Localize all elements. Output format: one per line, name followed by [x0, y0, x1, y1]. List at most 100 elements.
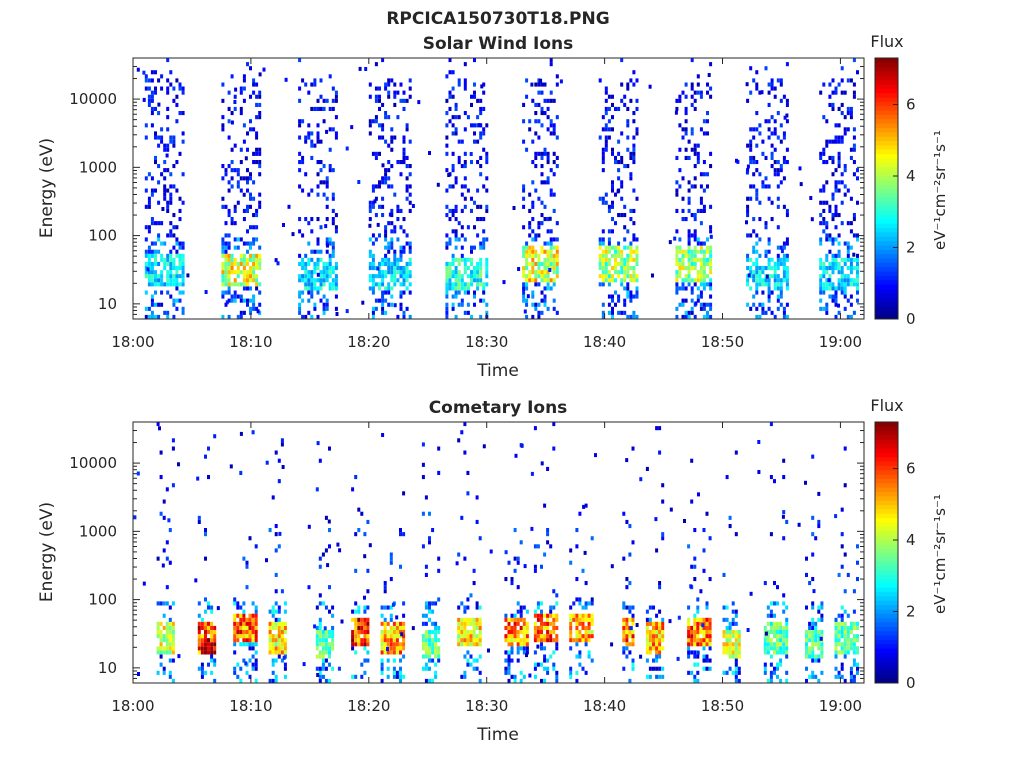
spectrogram-cell: [693, 674, 697, 679]
spectrogram-cell: [445, 168, 449, 173]
spectrogram-cell: [620, 278, 624, 283]
spectrogram-cell: [625, 458, 629, 463]
spectrogram-cell: [652, 642, 655, 647]
spectrogram-cell: [454, 245, 458, 250]
spectrogram-cell: [782, 131, 786, 136]
colorbar-swatch: [875, 613, 898, 619]
spectrogram-cell: [516, 634, 520, 639]
spectrogram-cell: [620, 160, 624, 165]
spectrogram-cell: [331, 221, 335, 226]
spectrogram-cell: [221, 241, 225, 246]
spectrogram-cell: [476, 204, 480, 209]
spectrogram-cell: [328, 270, 332, 275]
panel-solar-wind: Solar Wind Ions 18:00 18:10 18:20 18:30 18:4…: [37, 32, 949, 381]
spectrogram-cell: [779, 678, 783, 683]
spectrogram-cell: [378, 86, 381, 91]
spectrogram-cell: [776, 184, 780, 189]
spectrogram-cell: [658, 630, 662, 635]
spectrogram-cell: [451, 164, 455, 169]
spectrogram-cell: [808, 621, 812, 626]
spectrogram-cell: [245, 585, 249, 590]
spectrogram-cell: [313, 302, 317, 307]
spectrogram-cell: [387, 221, 391, 226]
spectrogram-cell: [828, 155, 832, 160]
spectrogram-cell: [696, 298, 700, 303]
spectrogram-cell: [322, 180, 326, 185]
spectrogram-cell: [166, 282, 170, 287]
spectrogram-cell: [399, 678, 402, 683]
spectrogram-cell: [764, 249, 768, 254]
spectrogram-cell: [820, 630, 824, 635]
spectrogram-cell: [709, 86, 713, 91]
spectrogram-cell: [165, 650, 169, 655]
spectrogram-cell: [607, 135, 611, 140]
spectrogram-cell: [163, 176, 167, 181]
spectrogram-cell: [852, 662, 856, 667]
spectrogram-cell: [799, 182, 803, 187]
spectrogram-cell: [374, 155, 378, 160]
spectrogram-cell: [776, 282, 780, 287]
spectrogram-cell: [251, 617, 255, 622]
spectrogram-cell: [310, 314, 314, 319]
spectrogram-cell: [178, 208, 182, 213]
spectrogram-cell: [522, 274, 526, 279]
spectrogram-cell: [384, 172, 388, 177]
spectrogram-cell: [166, 86, 170, 91]
spectrogram-cell: [307, 274, 311, 279]
spectrogram-cell: [454, 115, 458, 120]
spectrogram-cell: [371, 233, 375, 238]
spectrogram-cell: [431, 638, 435, 643]
spectrogram-cell: [166, 310, 170, 315]
spectrogram-cell: [693, 662, 697, 667]
spectrogram-cell: [831, 237, 835, 242]
spectrogram-cell: [251, 634, 255, 639]
spectrogram-cell: [846, 127, 850, 132]
spectrogram-cell: [849, 111, 853, 116]
spectrogram-cell: [319, 286, 323, 291]
spectrogram-cell: [383, 605, 387, 610]
spectrogram-cell: [251, 621, 255, 626]
spectrogram-cell: [614, 302, 617, 307]
spectrogram-cell: [166, 115, 170, 120]
spectrogram-cell: [852, 257, 856, 262]
spectrogram-cell: [424, 646, 428, 651]
spectrogram-cell: [846, 274, 850, 279]
spectrogram-cell: [752, 294, 756, 299]
spectrogram-cell: [631, 613, 635, 618]
spectrogram-cell: [249, 306, 252, 311]
x-tick-label: 18:10: [229, 697, 272, 715]
spectrogram-cell: [147, 314, 151, 319]
spectrogram-cell: [610, 564, 614, 569]
spectrogram-cell: [380, 638, 384, 643]
spectrogram-cell: [546, 670, 550, 675]
spectrogram-cell: [325, 180, 329, 185]
spectrogram-cell: [334, 98, 338, 103]
spectrogram-cell: [225, 300, 229, 305]
colorbar-swatch: [875, 201, 898, 207]
spectrogram-cell: [687, 266, 691, 271]
spectrogram-cell: [519, 638, 523, 643]
spectrogram-cell: [258, 192, 262, 197]
spectrogram-cell: [658, 642, 662, 647]
spectrogram-cell: [533, 426, 537, 431]
spectrogram-cell: [575, 577, 579, 582]
spectrogram-cell: [752, 302, 756, 307]
spectrogram-cell: [216, 606, 220, 611]
spectrogram-cell: [507, 638, 511, 643]
spectrogram-cell: [315, 634, 319, 639]
spectrogram-cell: [831, 172, 835, 177]
spectrogram-cell: [623, 286, 627, 291]
spectrogram-cell: [328, 585, 331, 590]
spectrogram-cell: [328, 528, 331, 533]
spectrogram-cell: [604, 135, 608, 140]
spectrogram-cell: [852, 94, 856, 99]
spectrogram-cell: [846, 298, 850, 303]
spectrogram-cell: [706, 90, 709, 95]
spectrogram-cell: [357, 625, 361, 630]
spectrogram-cell: [763, 646, 767, 651]
spectrogram-cell: [181, 131, 185, 136]
spectrogram-cell: [175, 160, 179, 165]
spectrogram-cell: [766, 650, 770, 655]
spectrogram-cell: [699, 589, 703, 594]
